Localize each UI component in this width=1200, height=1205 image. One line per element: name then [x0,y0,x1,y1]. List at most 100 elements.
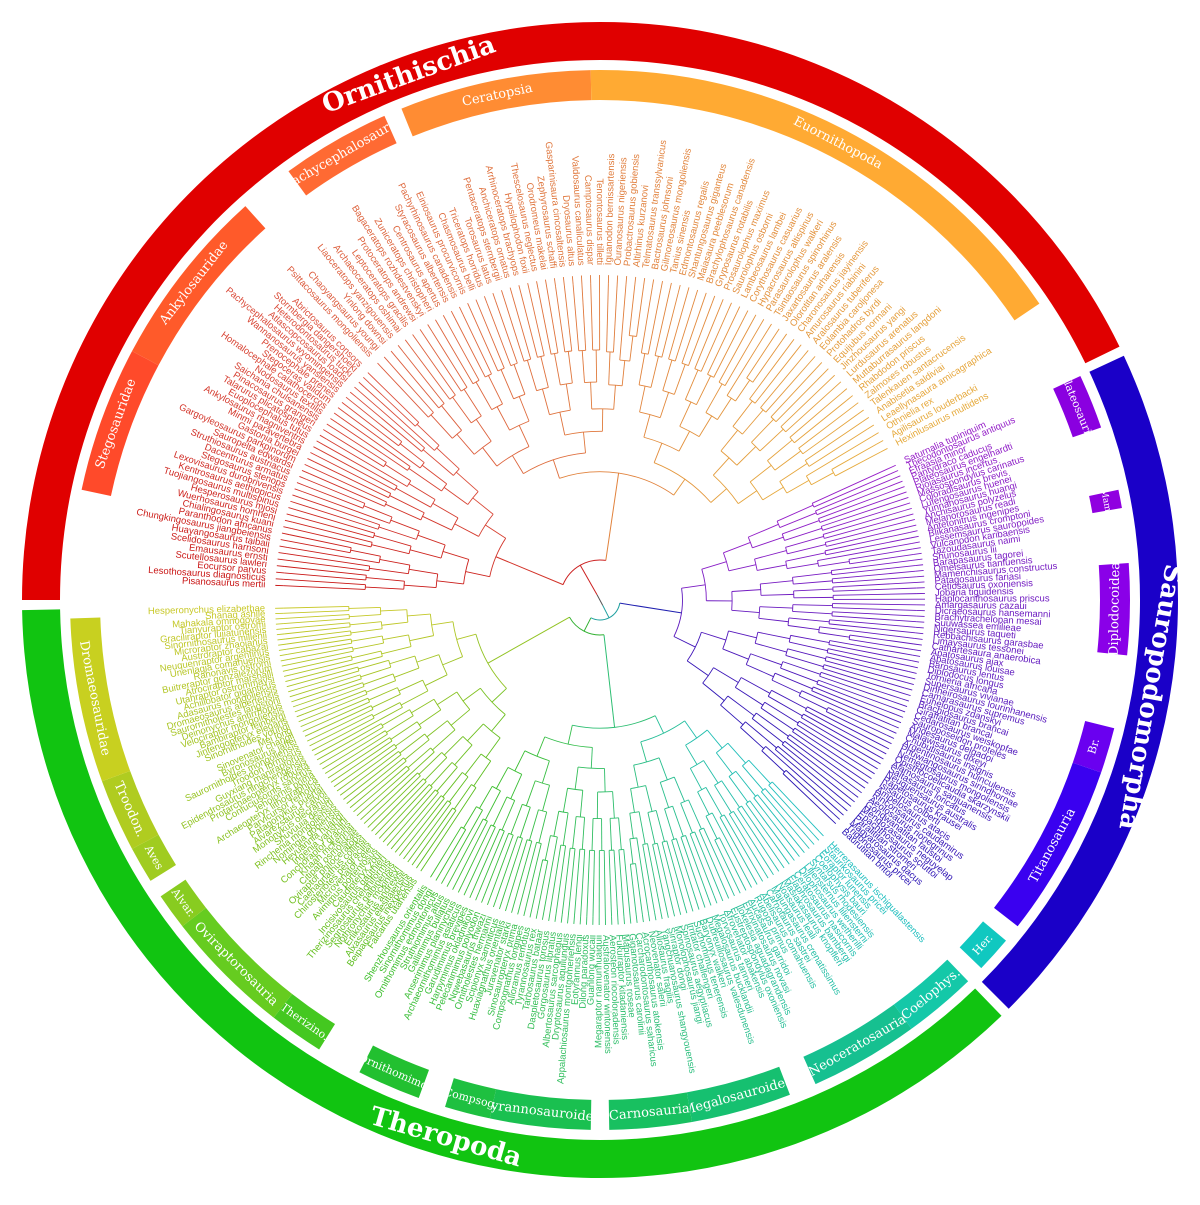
branch [686,745,697,764]
branch [644,415,650,438]
branch [427,721,447,737]
branch [280,654,288,655]
branch [354,387,360,392]
branch [688,800,701,829]
branch [810,356,815,362]
tree-branches [275,275,925,925]
branch [793,605,833,606]
branch [441,877,445,884]
branch [785,858,790,865]
branch [364,818,370,824]
branch [620,284,626,360]
branch [591,747,592,768]
branch [829,624,915,633]
branch [568,915,569,923]
branch [711,489,727,503]
branch [647,844,660,912]
branch [387,839,392,845]
branch [497,407,509,430]
branch [416,862,421,869]
branch [916,622,924,623]
branch [909,672,917,674]
branch [542,912,543,920]
branch [696,376,710,405]
branch [317,756,324,760]
branch [382,622,408,625]
branch [499,901,501,909]
branch [363,769,409,810]
branch [833,588,917,591]
branch [736,307,739,314]
branch [806,437,871,476]
branch [660,392,668,417]
branch [640,386,645,412]
branch [541,356,549,387]
inner-ring-label-diplodocoidea: Diplodocoidea [1107,562,1124,657]
branch [819,633,850,638]
branch [463,688,480,701]
branch [580,790,582,817]
branch [651,356,658,387]
branch [857,410,863,415]
branch [911,536,919,538]
branch [279,649,287,650]
branch [659,758,667,780]
branch [421,810,456,861]
branch [287,639,351,649]
branch [753,877,757,884]
branch [400,734,425,753]
branch [544,837,558,912]
branch [646,786,652,812]
branch [486,738,500,758]
branch [914,559,922,560]
branch [432,730,455,750]
branch [299,679,361,700]
branch [501,290,503,298]
branch [807,707,882,745]
branch [365,587,403,589]
branch [652,279,653,287]
branch [723,542,750,552]
branch [332,734,388,769]
branch [282,533,290,535]
branch [780,463,807,481]
branch [563,813,568,846]
branch [767,324,771,331]
branch [405,740,429,760]
branch [906,682,914,684]
branch [584,618,591,631]
branch [582,284,586,351]
branch [674,364,685,394]
branch [356,397,421,451]
branch [619,850,624,916]
branch [613,283,617,352]
branch [353,643,384,649]
branch [484,296,487,303]
branch [631,789,635,813]
branch [277,639,285,640]
branch [719,322,752,382]
branch [505,903,507,911]
branch [572,276,573,284]
branch [849,549,913,559]
branch [312,747,319,751]
branch [299,719,306,722]
branch [337,423,407,470]
branch [394,668,419,677]
branch [379,833,384,839]
branch [846,396,852,401]
branch [655,291,670,356]
branch [349,607,381,608]
branch [335,738,390,774]
branch [819,562,850,567]
branch [704,293,707,301]
branch [528,283,530,291]
branch [648,913,649,921]
branch [725,326,760,385]
branch [825,521,907,542]
branch [714,785,731,812]
branch [350,392,356,397]
branch [897,487,904,490]
branch [587,850,590,916]
branch [284,615,350,619]
